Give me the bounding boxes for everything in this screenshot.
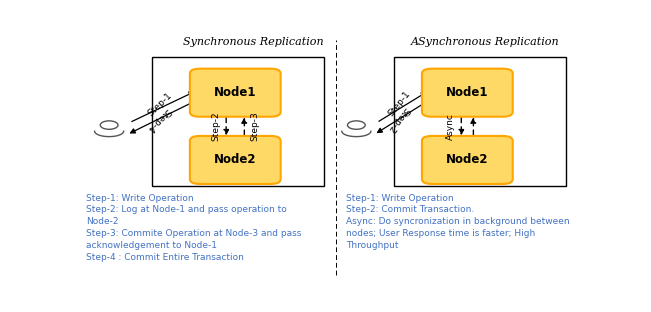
- Text: Synchronous Replication: Synchronous Replication: [182, 37, 324, 47]
- Text: Node1: Node1: [214, 86, 256, 99]
- FancyBboxPatch shape: [422, 136, 513, 184]
- Text: Step-2: Step-2: [385, 105, 411, 134]
- Text: Step-2: Step-2: [211, 111, 220, 141]
- Text: Step-3: Step-3: [251, 111, 259, 141]
- Text: Node1: Node1: [446, 86, 489, 99]
- FancyBboxPatch shape: [422, 69, 513, 117]
- Text: Async: Async: [446, 113, 455, 140]
- Text: Node2: Node2: [446, 154, 489, 167]
- Text: ASynchronous Replication: ASynchronous Replication: [411, 37, 559, 47]
- Text: Node2: Node2: [214, 154, 256, 167]
- Text: Step-1: Step-1: [146, 90, 173, 118]
- Text: Step-1: Step-1: [386, 90, 412, 119]
- Text: Step-4: Step-4: [145, 106, 172, 134]
- FancyBboxPatch shape: [152, 57, 324, 186]
- FancyBboxPatch shape: [395, 57, 566, 186]
- FancyBboxPatch shape: [190, 69, 281, 117]
- Text: Step-1: Write Operation
Step-2: Log at Node-1 and pass operation to
Node-2
Step-: Step-1: Write Operation Step-2: Log at N…: [87, 193, 302, 261]
- FancyBboxPatch shape: [190, 136, 281, 184]
- Text: Step-1: Write Operation
Step-2: Commit Transaction.
Async: Do syncronization in : Step-1: Write Operation Step-2: Commit T…: [346, 193, 570, 250]
